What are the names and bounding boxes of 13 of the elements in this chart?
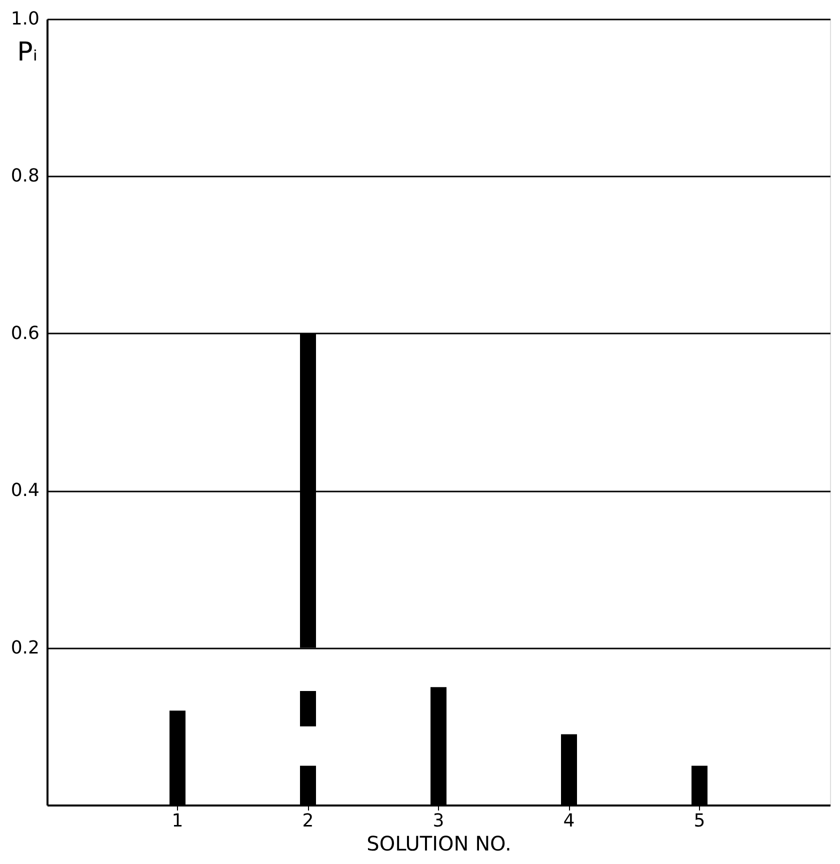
x-tick-label: 4 bbox=[563, 810, 575, 832]
x-tick-label: 2 bbox=[302, 810, 314, 832]
y-tick-label: 1.0 bbox=[10, 8, 40, 30]
y-tick-label: 0.8 bbox=[10, 166, 40, 187]
x-tick-label: 3 bbox=[432, 810, 444, 832]
x-tick-label: 1 bbox=[172, 810, 184, 832]
y-tick-label: 0.6 bbox=[10, 322, 40, 344]
y-axis-title: Pᵢ bbox=[17, 38, 38, 68]
y-tick-label: 0.4 bbox=[10, 480, 40, 502]
bar bbox=[300, 691, 316, 726]
x-tick-label: 5 bbox=[694, 810, 706, 832]
x-axis-title: SOLUTION NO. bbox=[366, 832, 512, 856]
y-tick-label: 0.2 bbox=[10, 637, 40, 658]
